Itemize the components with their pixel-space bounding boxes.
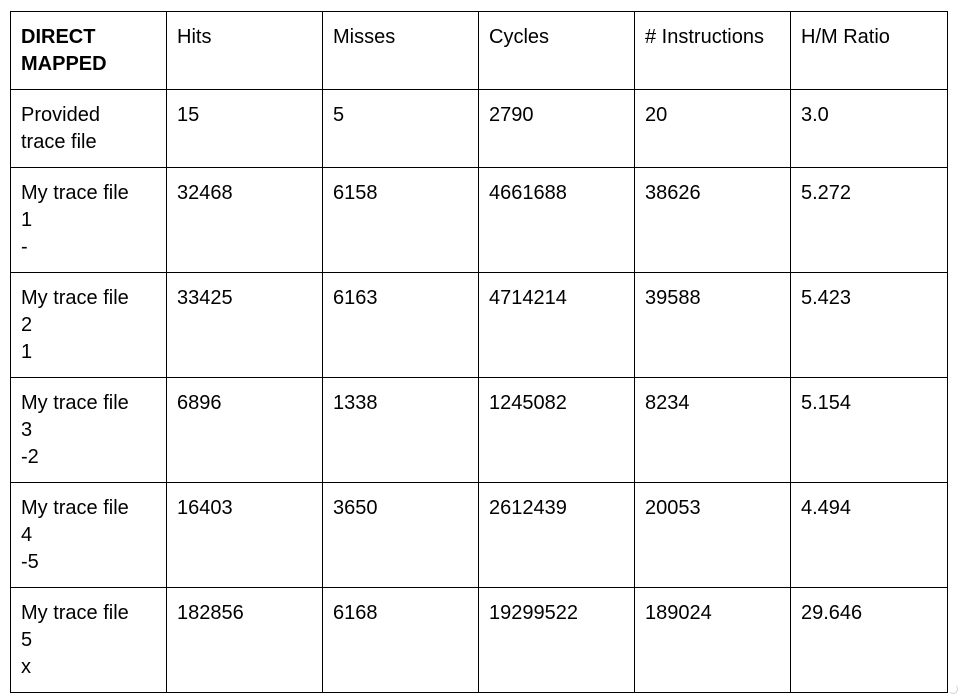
row-label-cell: My trace file 5 x [10,587,167,693]
header-row: DIRECT MAPPED Hits Misses Cycles # Instr… [10,11,948,90]
header-cell-misses: Misses [322,11,479,90]
instructions-cell: 8234 [634,377,791,483]
hits-cell: 32468 [166,167,323,273]
hm-ratio-cell: 5.272 [790,167,948,273]
results-table: DIRECT MAPPED Hits Misses Cycles # Instr… [10,11,948,693]
misses-cell: 6168 [322,587,479,693]
table-row: My trace file 5 x 182856 6168 19299522 1… [10,587,948,693]
hm-ratio-cell: 3.0 [790,89,948,168]
hits-cell: 15 [166,89,323,168]
cycles-cell: 4661688 [478,167,635,273]
table-row: My trace file 2 1 33425 6163 4714214 395… [10,272,948,378]
hm-ratio-cell: 29.646 [790,587,948,693]
instructions-cell: 39588 [634,272,791,378]
misses-cell: 6163 [322,272,479,378]
hm-ratio-cell: 5.154 [790,377,948,483]
cycles-cell: 19299522 [478,587,635,693]
instructions-cell: 189024 [634,587,791,693]
cycles-cell: 4714214 [478,272,635,378]
cycles-cell: 2612439 [478,482,635,588]
hm-ratio-cell: 5.423 [790,272,948,378]
row-label-cell: Provided trace file [10,89,167,168]
misses-cell: 3650 [322,482,479,588]
hits-cell: 6896 [166,377,323,483]
misses-cell: 1338 [322,377,479,483]
table-row: Provided trace file 15 5 2790 20 3.0 [10,89,948,168]
table-row: My trace file 3 -2 6896 1338 1245082 823… [10,377,948,483]
row-label-cell: My trace file 4 -5 [10,482,167,588]
table-row: My trace file 4 -5 16403 3650 2612439 20… [10,482,948,588]
header-cell-instructions: # Instructions [634,11,791,90]
table-row: My trace file 1 - 32468 6158 4661688 386… [10,167,948,273]
row-label-cell: My trace file 1 - [10,167,167,273]
hits-cell: 33425 [166,272,323,378]
header-cell-hm-ratio: H/M Ratio [790,11,948,90]
instructions-cell: 20 [634,89,791,168]
resize-corner-icon [948,684,958,694]
hm-ratio-cell: 4.494 [790,482,948,588]
header-cell-cache-type: DIRECT MAPPED [10,11,167,90]
instructions-cell: 20053 [634,482,791,588]
header-cell-hits: Hits [166,11,323,90]
row-label-cell: My trace file 2 1 [10,272,167,378]
instructions-cell: 38626 [634,167,791,273]
hits-cell: 16403 [166,482,323,588]
misses-cell: 5 [322,89,479,168]
cycles-cell: 2790 [478,89,635,168]
cycles-cell: 1245082 [478,377,635,483]
header-cell-cycles: Cycles [478,11,635,90]
hits-cell: 182856 [166,587,323,693]
misses-cell: 6158 [322,167,479,273]
row-label-cell: My trace file 3 -2 [10,377,167,483]
